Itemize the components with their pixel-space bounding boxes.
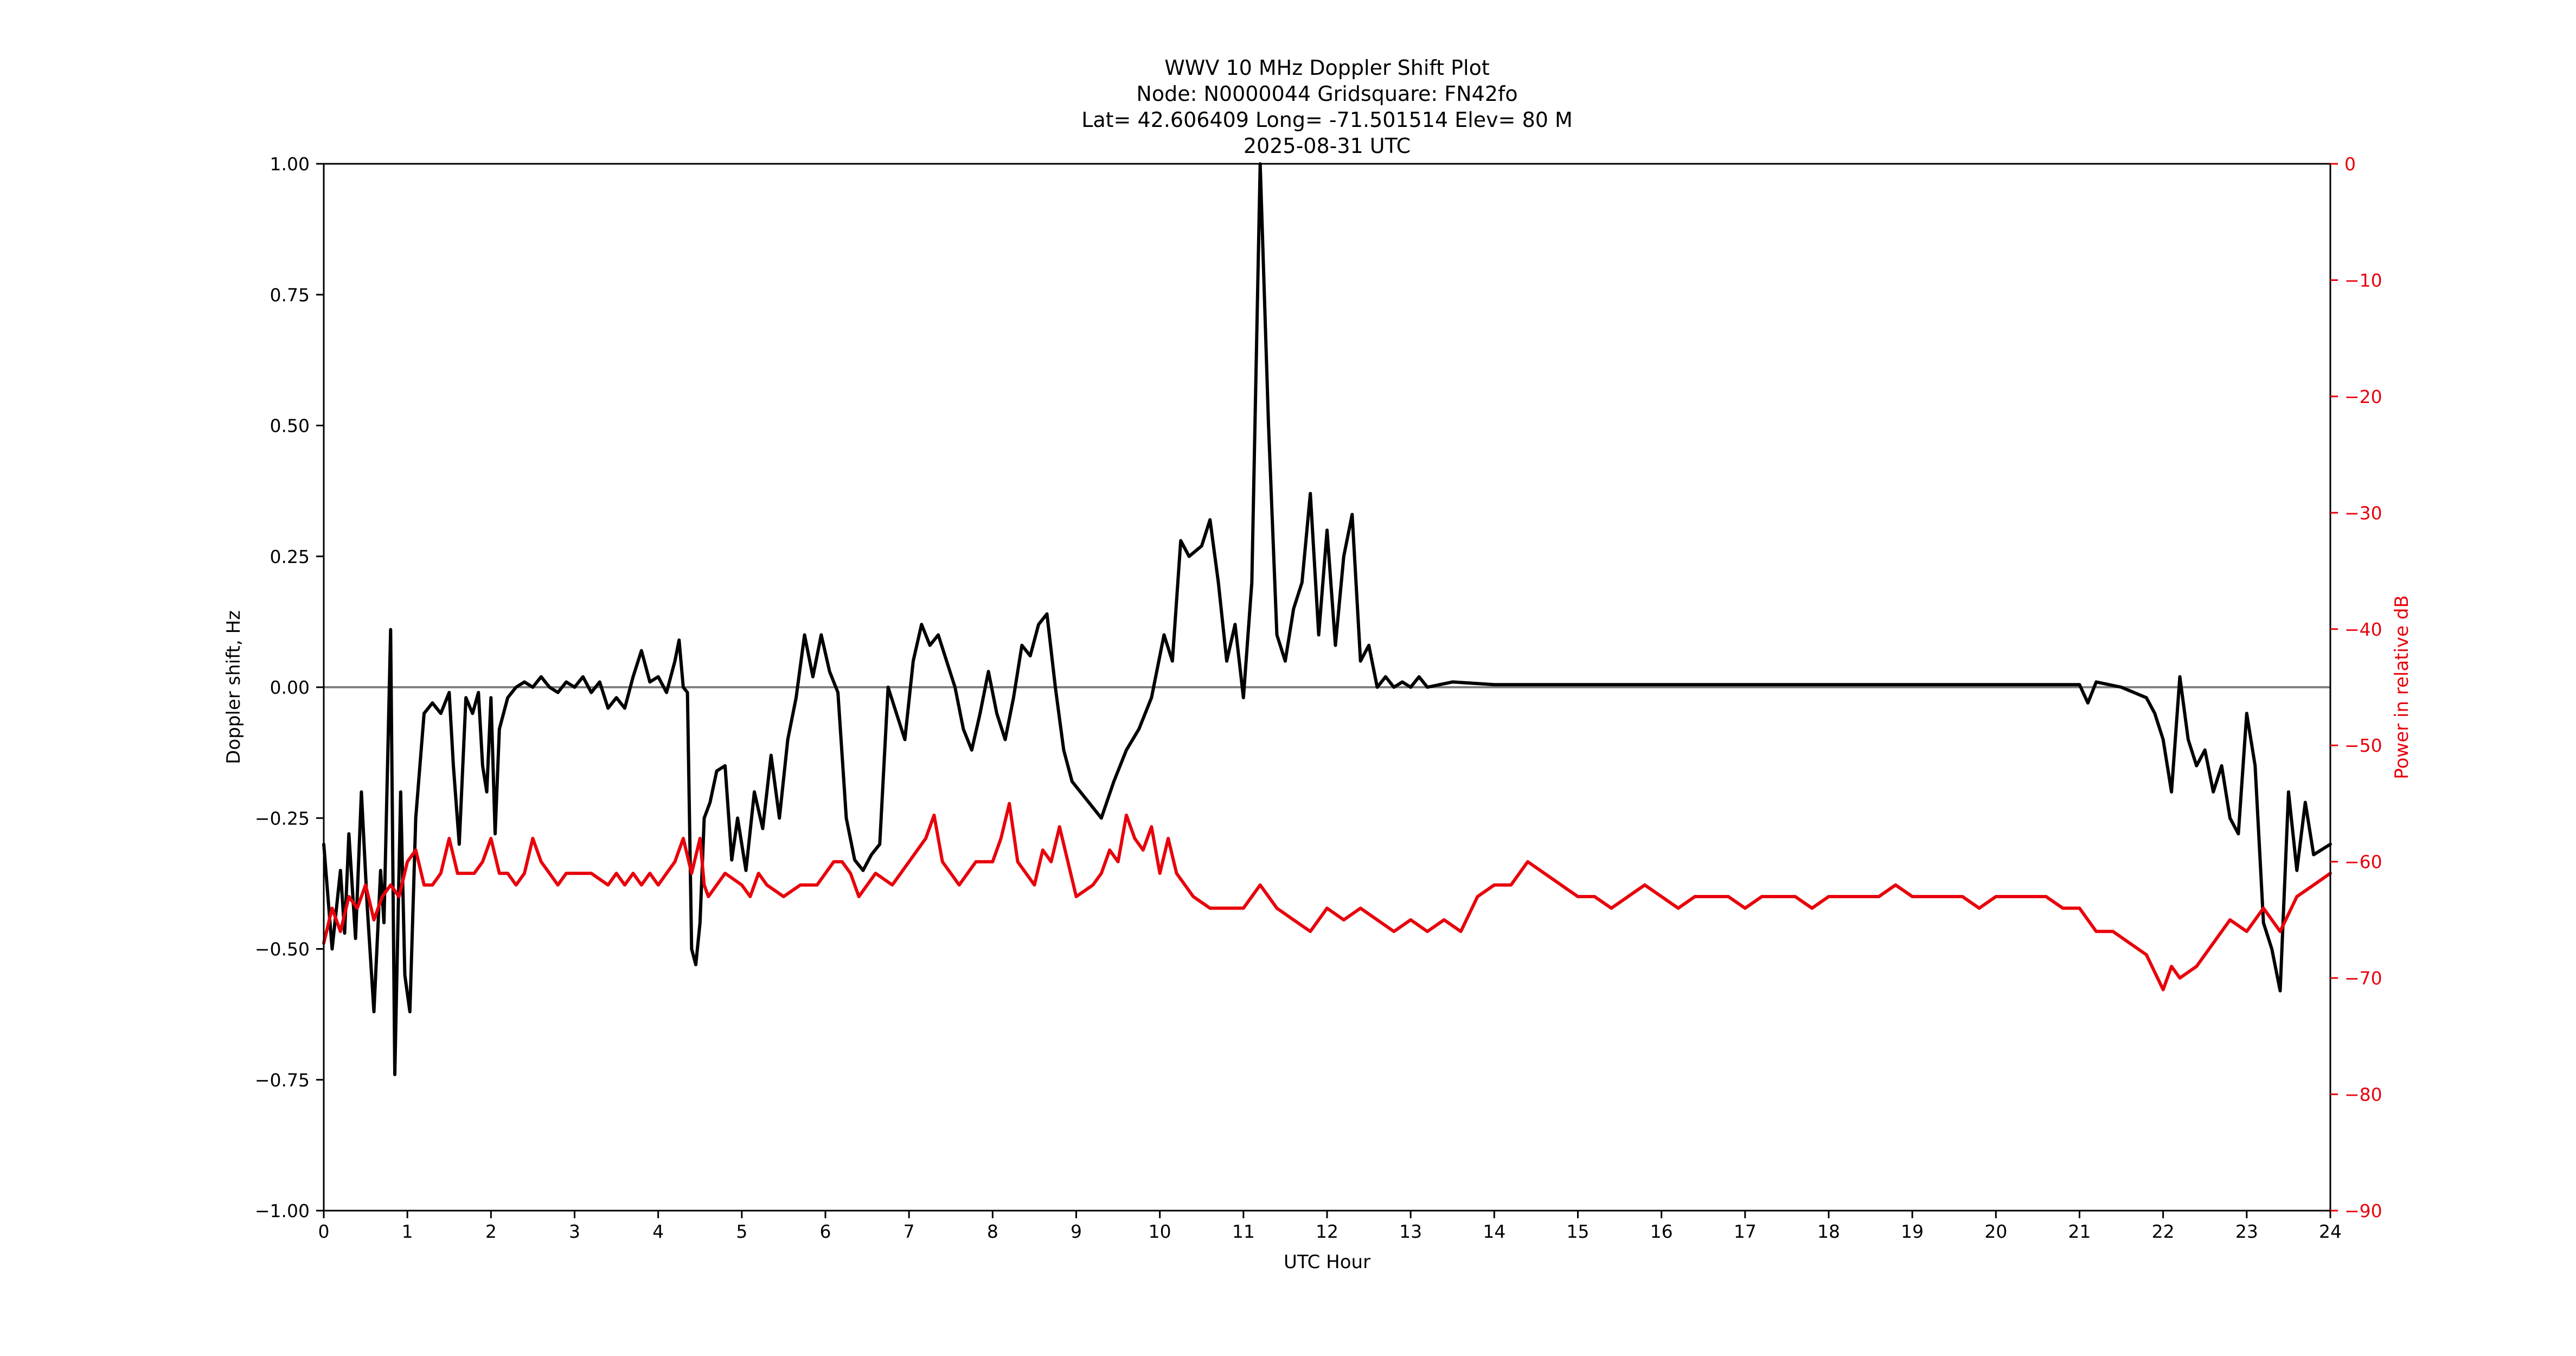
y2-tick-label: −80: [2344, 1084, 2382, 1105]
y2-tick-label: −20: [2344, 386, 2382, 407]
y-tick-label: 0.25: [270, 546, 310, 567]
x-tick-label: 12: [1316, 1221, 1338, 1242]
x-tick-label: 15: [1567, 1221, 1590, 1242]
title-line-2: Node: N0000044 Gridsquare: FN42fo: [1136, 82, 1517, 106]
y-tick-label: −0.50: [255, 939, 310, 960]
x-tick-label: 11: [1232, 1221, 1255, 1242]
x-axis-label: UTC Hour: [1284, 1251, 1370, 1273]
x-tick-label: 22: [2152, 1221, 2175, 1242]
doppler-series-line: [322, 162, 2332, 1077]
x-tick-label: 24: [2319, 1221, 2342, 1242]
y-tick-label: −1.00: [255, 1200, 310, 1221]
title-line-1: WWV 10 MHz Doppler Shift Plot: [1164, 56, 1490, 80]
x-tick-label: 13: [1399, 1221, 1422, 1242]
x-tick-label: 18: [1817, 1221, 1840, 1242]
x-tick-label: 8: [987, 1221, 998, 1242]
x-tick-label: 14: [1483, 1221, 1505, 1242]
y-axis-left: 1.00 0.75 0.50 0.25 0.00 −0.25 −0.50 −0.75 −1.00: [255, 153, 324, 1221]
x-tick-label: 4: [652, 1221, 664, 1242]
x-tick-label: 20: [1984, 1221, 2007, 1242]
y-tick-label: 1.00: [270, 153, 310, 175]
x-tick-label: 0: [318, 1221, 330, 1242]
y-tick-label: −0.25: [255, 808, 310, 829]
y2-tick-label: −40: [2344, 619, 2382, 640]
y-tick-label: −0.75: [255, 1070, 310, 1091]
x-tick-label: 21: [2068, 1221, 2091, 1242]
y2-tick-label: −30: [2344, 502, 2382, 523]
x-tick-label: 2: [485, 1221, 497, 1242]
x-tick-label: 19: [1901, 1221, 1924, 1242]
y-tick-label: 0.50: [270, 415, 310, 437]
title-line-4: 2025-08-31 UTC: [1244, 134, 1411, 158]
y2-tick-label: −60: [2344, 852, 2382, 873]
y2-tick-label: −70: [2344, 968, 2382, 989]
y2-tick-label: −10: [2344, 270, 2382, 291]
y-axis-right: 0 −10 −20 −30 −40 −50 −60 −70 −80 −90: [2330, 153, 2382, 1221]
y-tick-label: 0.00: [270, 677, 310, 698]
x-tick-label: 7: [903, 1221, 915, 1242]
y2-tick-label: −90: [2344, 1200, 2382, 1221]
x-tick-label: 1: [402, 1221, 413, 1242]
y-tick-label: 0.75: [270, 284, 310, 305]
x-tick-label: 9: [1071, 1221, 1082, 1242]
power-series-line: [322, 802, 2332, 992]
x-tick-label: 3: [569, 1221, 580, 1242]
x-axis: 0 1 2 3 4 5 6 7 8 9 10 11 12 13 14 15 16 17 18 19 20 21 22 23 24: [318, 1211, 2342, 1242]
x-tick-label: 5: [736, 1221, 747, 1242]
y2-axis-label: Power in relative dB: [2391, 595, 2413, 779]
y2-tick-label: −50: [2344, 735, 2382, 756]
x-tick-label: 17: [1734, 1221, 1757, 1242]
y2-tick-label: 0: [2344, 153, 2356, 175]
x-tick-label: 16: [1650, 1221, 1673, 1242]
chart-title: WWV 10 MHz Doppler Shift Plot Node: N000…: [1081, 56, 1573, 158]
title-line-3: Lat= 42.606409 Long= -71.501514 Elev= 80…: [1081, 108, 1573, 132]
x-tick-label: 23: [2235, 1221, 2258, 1242]
y-axis-label: Doppler shift, Hz: [223, 610, 245, 764]
series-layer: [322, 162, 2332, 1077]
x-tick-label: 6: [820, 1221, 831, 1242]
x-tick-label: 10: [1149, 1221, 1171, 1242]
